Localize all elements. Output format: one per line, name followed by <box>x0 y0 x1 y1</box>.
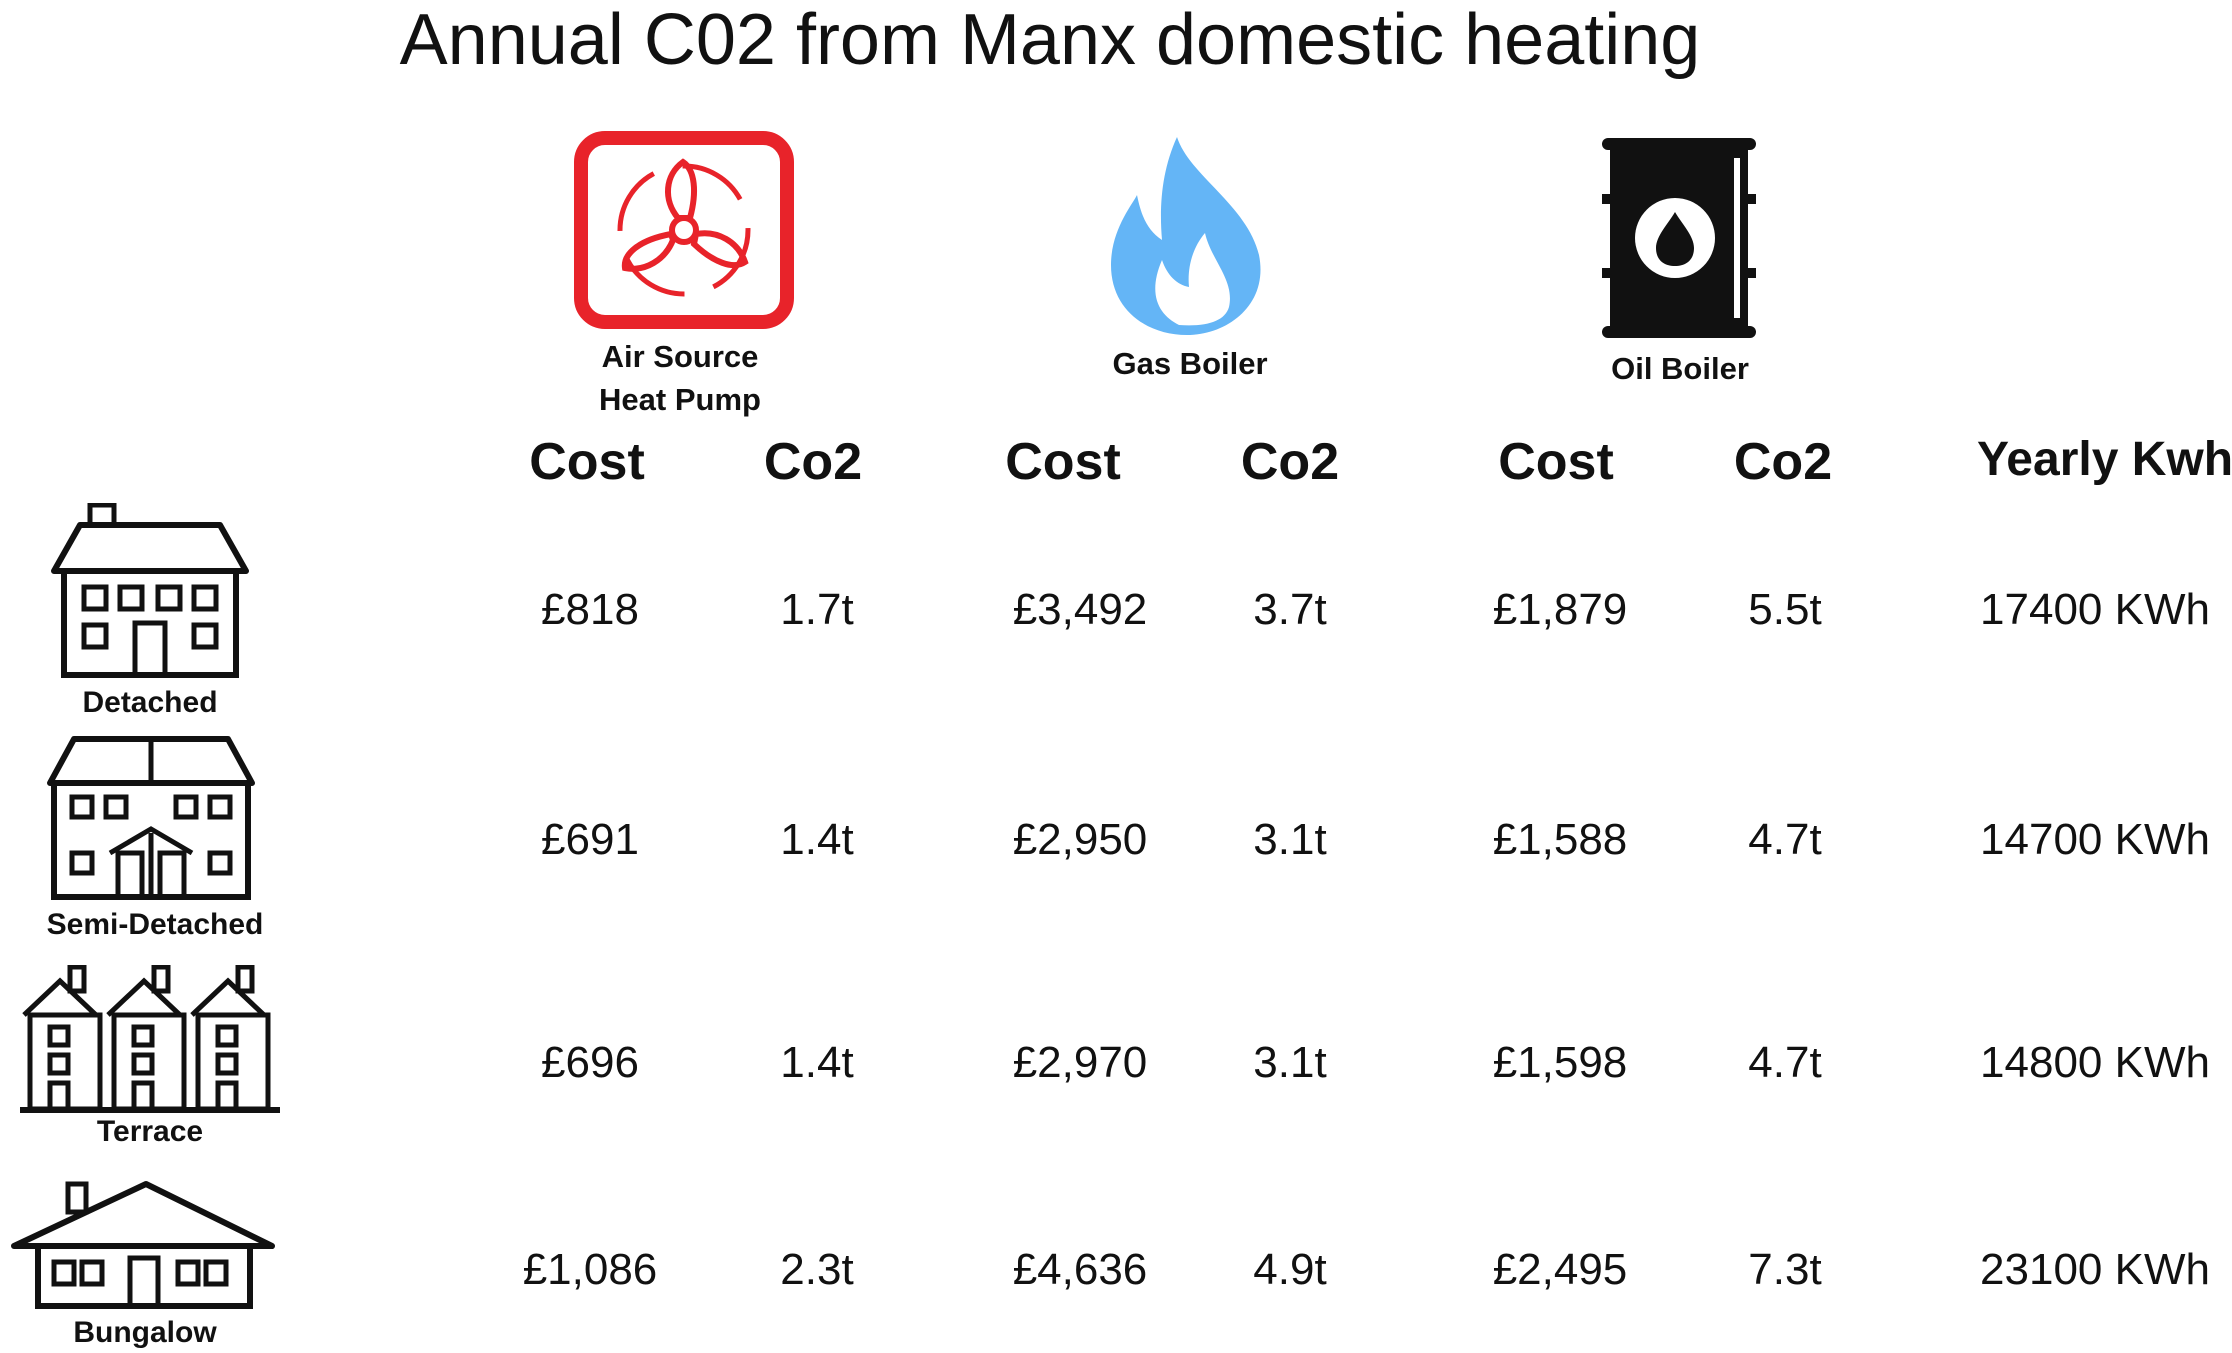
column-header-gas-cost: Cost <box>1005 433 1121 491</box>
terrace-house-icon <box>20 965 280 1113</box>
ashp-co2-cell: 1.4t <box>780 815 854 864</box>
ashp-cost-cell: £691 <box>541 815 639 864</box>
gas-co2-cell: 3.7t <box>1253 585 1327 634</box>
gas-cost-cell: £2,950 <box>1012 815 1148 864</box>
oil-co2-cell: 4.7t <box>1748 1038 1822 1087</box>
oil-barrel-icon <box>1602 138 1756 338</box>
system-label-line1: Air Source <box>601 339 759 374</box>
page-title: Annual C02 from Manx domestic heating <box>399 0 1701 80</box>
gas-co2-cell: 3.1t <box>1253 815 1327 864</box>
yearly-kwh-cell: 14700 KWh <box>1980 815 2210 864</box>
house-label-terrace: Terrace <box>96 1115 204 1148</box>
ashp-cost-cell: £696 <box>541 1038 639 1087</box>
ashp-cost-cell: £1,086 <box>522 1245 658 1294</box>
house-label-bungalow: Bungalow <box>73 1316 217 1349</box>
yearly-kwh-cell: 17400 KWh <box>1980 585 2210 634</box>
gas-flame-icon <box>1111 137 1261 335</box>
column-header-yearly-kwh: Yearly Kwh <box>1976 433 2232 486</box>
gas-cost-cell: £3,492 <box>1012 585 1148 634</box>
oil-co2-cell: 5.5t <box>1748 585 1822 634</box>
oil-cost-cell: £2,495 <box>1492 1245 1628 1294</box>
semi-detached-house-icon <box>47 736 255 900</box>
column-header-ashp-cost: Cost <box>529 433 645 491</box>
system-label-gas-boiler: Gas Boiler <box>1112 346 1268 381</box>
system-label-line2: Heat Pump <box>599 382 761 417</box>
gas-co2-cell: 4.9t <box>1253 1245 1327 1294</box>
detached-house-icon <box>51 503 249 678</box>
oil-co2-cell: 4.7t <box>1748 815 1822 864</box>
heat-pump-fan-icon <box>574 131 794 329</box>
oil-co2-cell: 7.3t <box>1748 1245 1822 1294</box>
column-header-gas-co2: Co2 <box>1240 433 1340 491</box>
ashp-co2-cell: 2.3t <box>780 1245 854 1294</box>
column-header-oil-cost: Cost <box>1498 433 1614 491</box>
oil-cost-cell: £1,879 <box>1492 585 1628 634</box>
system-label-oil-boiler: Oil Boiler <box>1611 351 1749 386</box>
ashp-cost-cell: £818 <box>541 585 639 634</box>
house-label-detached: Detached <box>82 686 218 719</box>
gas-cost-cell: £2,970 <box>1012 1038 1148 1087</box>
column-header-oil-co2: Co2 <box>1733 433 1833 491</box>
ashp-co2-cell: 1.4t <box>780 1038 854 1087</box>
yearly-kwh-cell: 14800 KWh <box>1980 1038 2210 1087</box>
oil-cost-cell: £1,598 <box>1492 1038 1628 1087</box>
column-header-ashp-co2: Co2 <box>763 433 863 491</box>
gas-cost-cell: £4,636 <box>1012 1245 1148 1294</box>
system-label-air-source-heat-pump: Air Source Heat Pump <box>560 335 800 421</box>
oil-cost-cell: £1,588 <box>1492 815 1628 864</box>
bungalow-icon <box>11 1181 275 1309</box>
ashp-co2-cell: 1.7t <box>780 585 854 634</box>
yearly-kwh-cell: 23100 KWh <box>1980 1245 2210 1294</box>
gas-co2-cell: 3.1t <box>1253 1038 1327 1087</box>
house-label-semi-detached: Semi-Detached <box>46 908 264 941</box>
